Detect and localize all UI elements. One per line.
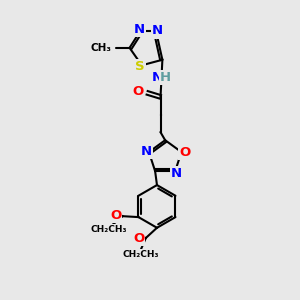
Text: N: N (141, 145, 152, 158)
Text: S: S (136, 60, 145, 73)
Text: O: O (133, 85, 144, 98)
Text: N: N (152, 71, 163, 84)
Text: N: N (171, 167, 182, 180)
Text: CH₂CH₃: CH₂CH₃ (123, 250, 159, 259)
Text: N: N (152, 25, 163, 38)
Text: O: O (110, 209, 121, 222)
Text: CH₃: CH₃ (91, 43, 112, 53)
Text: N: N (134, 23, 145, 36)
Text: O: O (179, 146, 190, 158)
Text: CH₂CH₃: CH₂CH₃ (91, 225, 127, 234)
Text: O: O (133, 232, 144, 245)
Text: H: H (160, 71, 171, 84)
